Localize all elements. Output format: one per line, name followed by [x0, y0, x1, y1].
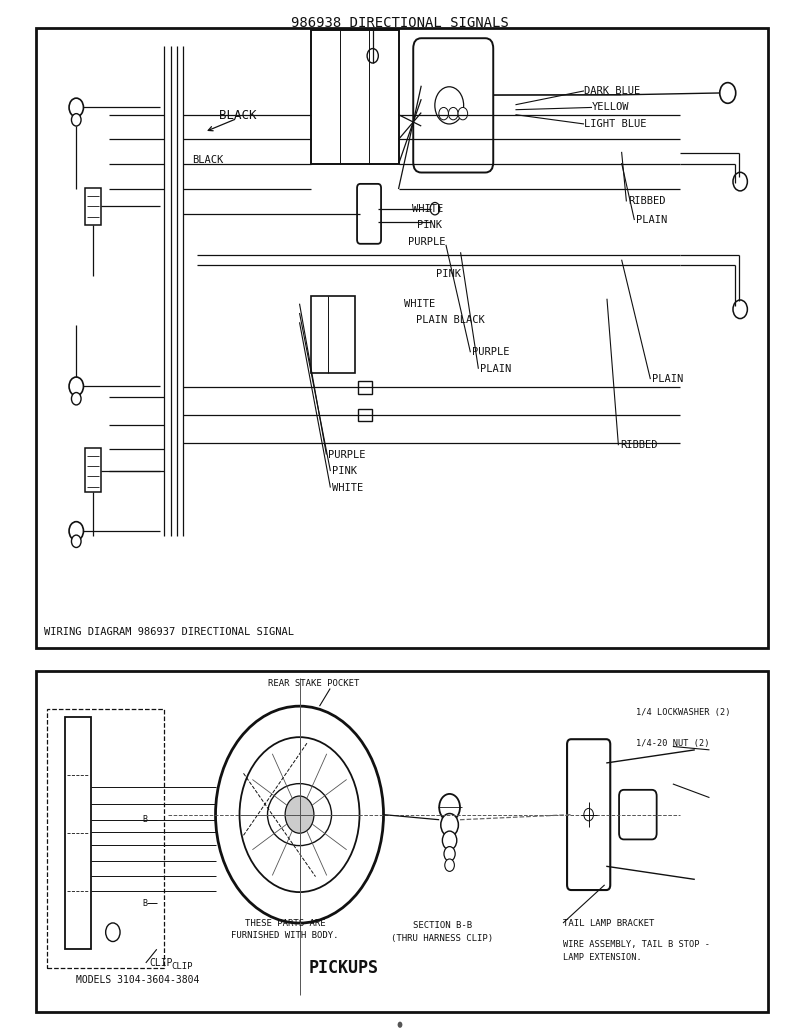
- Circle shape: [71, 535, 81, 547]
- Bar: [36, 28, 768, 648]
- Circle shape: [442, 832, 457, 850]
- Text: PURPLE: PURPLE: [408, 237, 446, 247]
- Circle shape: [430, 202, 440, 215]
- Circle shape: [285, 796, 314, 834]
- Text: WHITE: WHITE: [404, 299, 435, 309]
- Text: FURNISHED WITH BODY.: FURNISHED WITH BODY.: [231, 931, 338, 940]
- Circle shape: [69, 98, 83, 117]
- Bar: [358, 409, 373, 421]
- Circle shape: [439, 107, 449, 120]
- Text: PLAIN: PLAIN: [480, 364, 511, 374]
- Text: LIGHT BLUE: LIGHT BLUE: [584, 119, 646, 129]
- Bar: [47, 709, 164, 968]
- Circle shape: [367, 49, 378, 63]
- Text: 1/4-20 NUT (2): 1/4-20 NUT (2): [636, 739, 710, 748]
- Circle shape: [720, 83, 736, 103]
- Text: LAMP EXTENSION.: LAMP EXTENSION.: [563, 953, 642, 963]
- Text: PLAIN BLACK: PLAIN BLACK: [416, 315, 485, 325]
- Text: 1/4 LOCKWASHER (2): 1/4 LOCKWASHER (2): [636, 708, 730, 717]
- Text: RIBBED: RIBBED: [620, 440, 658, 450]
- Bar: [310, 296, 354, 374]
- Text: WIRING DIAGRAM 986937 DIRECTIONAL SIGNAL: WIRING DIAGRAM 986937 DIRECTIONAL SIGNAL: [44, 627, 294, 637]
- Ellipse shape: [267, 784, 331, 846]
- Circle shape: [733, 300, 747, 318]
- Text: MODELS 3104-3604-3804: MODELS 3104-3604-3804: [76, 975, 200, 984]
- Text: CLIP: CLIP: [150, 958, 174, 968]
- Text: WHITE: WHITE: [412, 204, 443, 214]
- Text: BLACK: BLACK: [219, 109, 257, 122]
- Circle shape: [69, 522, 83, 540]
- FancyBboxPatch shape: [619, 790, 657, 840]
- Bar: [36, 671, 768, 1012]
- Text: PLAIN: PLAIN: [636, 215, 667, 225]
- Text: B: B: [142, 815, 147, 824]
- Text: 986938 DIRECTIONAL SIGNALS: 986938 DIRECTIONAL SIGNALS: [291, 15, 509, 30]
- Text: PICKUPS: PICKUPS: [309, 959, 378, 977]
- FancyBboxPatch shape: [567, 740, 610, 890]
- Text: THESE PARTS ARE: THESE PARTS ARE: [245, 919, 325, 929]
- Circle shape: [239, 738, 359, 893]
- Text: PLAIN: PLAIN: [652, 374, 683, 384]
- Text: B: B: [142, 899, 147, 908]
- Circle shape: [584, 809, 594, 821]
- Circle shape: [71, 393, 81, 405]
- FancyBboxPatch shape: [357, 184, 381, 244]
- Text: CLIP: CLIP: [171, 962, 193, 971]
- Bar: [358, 381, 373, 394]
- Text: WIRE ASSEMBLY, TAIL B STOP -: WIRE ASSEMBLY, TAIL B STOP -: [563, 940, 710, 948]
- Text: WHITE: WHITE: [332, 482, 363, 493]
- Text: PINK: PINK: [436, 269, 461, 279]
- FancyBboxPatch shape: [414, 38, 494, 173]
- Circle shape: [439, 794, 460, 821]
- Circle shape: [435, 87, 464, 124]
- Circle shape: [71, 114, 81, 126]
- Circle shape: [106, 922, 120, 941]
- Circle shape: [215, 707, 383, 924]
- Text: TAIL LAMP BRACKET: TAIL LAMP BRACKET: [563, 919, 654, 929]
- Text: (THRU HARNESS CLIP): (THRU HARNESS CLIP): [391, 934, 494, 942]
- Text: PURPLE: PURPLE: [472, 347, 510, 357]
- Text: SECTION B-B: SECTION B-B: [413, 920, 472, 930]
- Circle shape: [398, 1022, 402, 1028]
- Text: RIBBED: RIBBED: [628, 196, 666, 207]
- Text: PINK: PINK: [417, 220, 442, 230]
- Circle shape: [444, 847, 455, 862]
- Text: PURPLE: PURPLE: [328, 449, 366, 460]
- Text: REAR STAKE POCKET: REAR STAKE POCKET: [269, 679, 360, 688]
- Circle shape: [445, 859, 454, 872]
- Text: PINK: PINK: [332, 466, 357, 476]
- Circle shape: [69, 377, 83, 396]
- Circle shape: [458, 107, 468, 120]
- Circle shape: [441, 814, 458, 837]
- Text: DARK BLUE: DARK BLUE: [584, 86, 640, 96]
- Circle shape: [733, 173, 747, 191]
- Text: YELLOW: YELLOW: [592, 102, 630, 113]
- Bar: [85, 448, 101, 492]
- Text: BLACK: BLACK: [192, 155, 223, 165]
- Circle shape: [449, 107, 458, 120]
- Bar: [66, 718, 91, 949]
- Bar: [310, 30, 398, 164]
- Bar: [85, 188, 101, 225]
